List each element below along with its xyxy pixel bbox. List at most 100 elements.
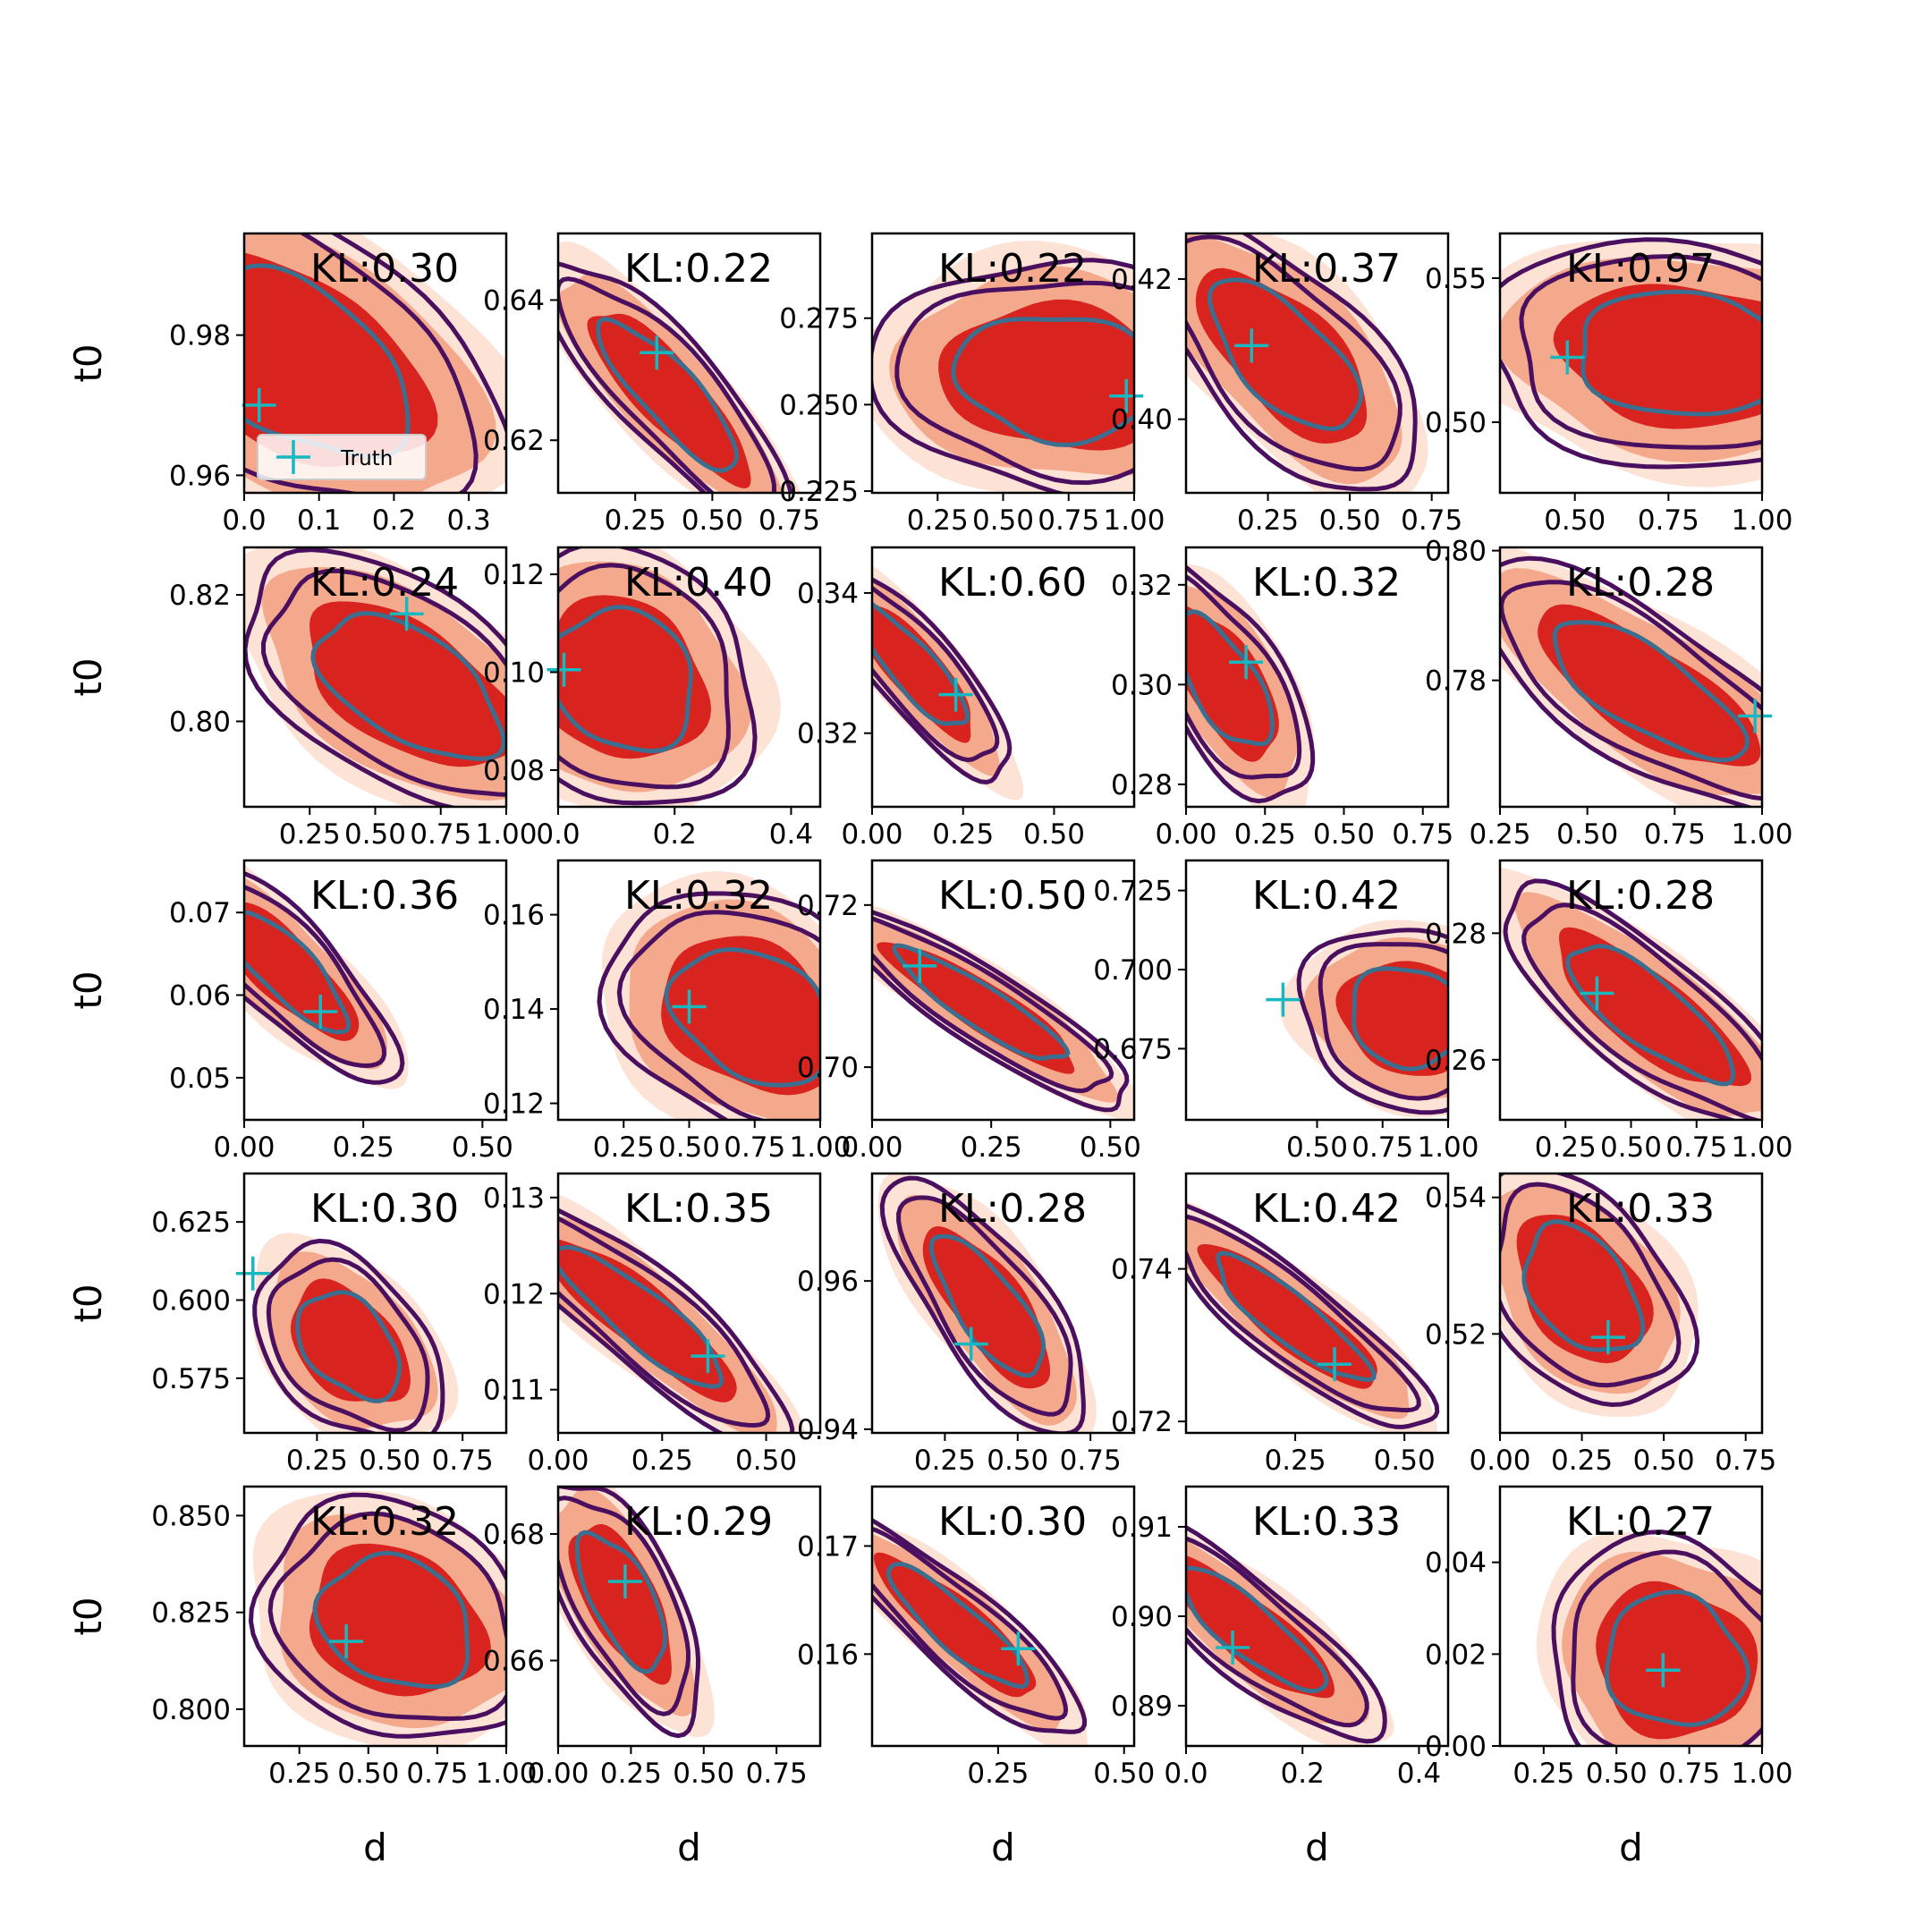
plot-area (252, 1233, 459, 1433)
contour-line-middle (558, 563, 731, 790)
x-tick-label: 0.25 (907, 504, 969, 537)
kl-label: KL:0.42 (1252, 873, 1401, 919)
subplot-19: 0.25 0.50 0.72 0.74 KL:0.42 (1111, 1172, 1450, 1477)
x-tick-label: 0.50 (1586, 1758, 1648, 1790)
contour-line-outer (558, 547, 758, 806)
y-tick-label: 0.32 (1111, 570, 1173, 602)
x-tick-label: 0.75 (758, 504, 820, 537)
y-tick-label: 0.96 (797, 1266, 859, 1298)
plot-area (597, 870, 820, 1120)
x-tick-label: 1.00 (1731, 1131, 1792, 1164)
plot-area (1500, 237, 1762, 487)
y-tick-label: 0.13 (483, 1182, 545, 1215)
x-tick-label: 0.75 (1401, 504, 1462, 537)
y-axis-label: t0 (66, 657, 110, 696)
truth-marker (1550, 340, 1585, 375)
y-tick-label: 0.12 (483, 1089, 545, 1121)
subplot-3: 0.25 0.50 0.75 1.00 0.225 0.250 0.275 KL:0.22 (779, 232, 1165, 537)
y-tick-label: 0.89 (1111, 1690, 1173, 1723)
contour-line-middle (1318, 942, 1448, 1101)
truth-marker (953, 1326, 988, 1361)
density-fill-inner (244, 902, 360, 1041)
subplot-25: 0.25 0.50 0.75 1.00 0.00 0.02 0.04 KL:0.27 d (1425, 1485, 1793, 1869)
y-tick-label: 0.11 (483, 1375, 545, 1407)
subplot-14: 0.50 0.75 1.00 0.675 0.700 0.725 KL:0.42 (1093, 859, 1479, 1164)
x-tick-label: 1.00 (475, 1758, 537, 1790)
contour-line-outer (1186, 1203, 1440, 1429)
legend: Truth (257, 434, 427, 480)
contour-line-outer (872, 576, 1013, 785)
kl-label: KL:0.28 (1566, 873, 1715, 919)
y-tick-label: 0.225 (779, 476, 859, 508)
x-tick-label: 1.00 (789, 1131, 851, 1164)
contour-line-middle (1186, 573, 1302, 780)
contour-line-middle (260, 568, 506, 798)
density-fill-inner (877, 942, 1075, 1074)
y-tick-label: 0.54 (1425, 1182, 1487, 1215)
subplot-2: 0.25 0.50 0.75 0.62 0.64 KL:0.22 (483, 232, 822, 537)
density-fill-inner (922, 1226, 1051, 1389)
x-tick-label: 1.00 (1731, 818, 1792, 851)
y-axis-label: t0 (66, 1284, 110, 1322)
contour-line-middle (1500, 580, 1762, 801)
x-tick-label: 0.50 (359, 1445, 420, 1477)
x-axis-label: d (677, 1826, 701, 1869)
y-tick-label: 0.08 (483, 755, 545, 787)
x-tick-label: 0.25 (961, 1131, 1022, 1164)
kl-label: KL:0.32 (310, 1499, 459, 1545)
subplot-10: 0.25 0.50 0.75 1.00 0.78 0.80 KL:0.28 (1425, 536, 1793, 851)
y-tick-label: 0.575 (151, 1363, 231, 1395)
contour-line-inner (295, 1290, 402, 1403)
y-tick-label: 0.625 (151, 1207, 231, 1239)
contour-line-inner (928, 1233, 1046, 1378)
density-fill-inner (873, 1552, 1037, 1698)
plot-area (872, 904, 1134, 1120)
x-tick-label: 0.50 (452, 1131, 513, 1164)
contour-line-middle (1519, 254, 1762, 450)
x-tick-label: 0.25 (1513, 1758, 1574, 1790)
subplot-11: 0.00 0.25 0.50 0.05 0.06 0.07 KL:0.36 t0 (66, 859, 513, 1164)
x-tick-label: 0.25 (914, 1445, 976, 1477)
kl-label: KL:0.29 (624, 1499, 773, 1545)
plot-area (558, 241, 801, 493)
kl-label: KL:0.32 (1252, 560, 1401, 606)
contour-line-outer (1186, 564, 1316, 804)
x-tick-label: 0.50 (1633, 1445, 1695, 1477)
y-tick-label: 0.72 (1111, 1406, 1173, 1438)
x-tick-label: 0.50 (344, 818, 406, 851)
x-tick-label: 0.25 (279, 818, 341, 851)
contour-line-outer (329, 233, 506, 436)
contour-line-middle (267, 1511, 506, 1722)
x-tick-label: 0.2 (653, 818, 697, 851)
density-fill-inner (1197, 1244, 1377, 1389)
x-tick-label: 0.0 (222, 504, 266, 537)
contour-line-outer (1296, 928, 1448, 1115)
x-tick-label: 0.00 (841, 818, 902, 851)
x-tick-label: 0.3 (446, 504, 490, 537)
x-tick-label: 0.25 (1535, 1131, 1597, 1164)
kl-label: KL:0.32 (624, 873, 773, 919)
plot-area (1536, 1530, 1762, 1746)
x-axis-label: d (1305, 1826, 1329, 1869)
contour-line-inner (244, 910, 352, 1035)
contour-line-outer (1500, 555, 1762, 807)
x-tick-label: 0.50 (1093, 1758, 1155, 1790)
x-tick-label: 0.50 (1556, 818, 1618, 851)
axes-frame (1184, 546, 1450, 809)
x-axis-label: d (991, 1826, 1015, 1869)
y-tick-label: 0.78 (1425, 665, 1487, 698)
plot-area (558, 1487, 715, 1739)
truth-marker (329, 1624, 364, 1659)
x-tick-label: 0.50 (682, 504, 743, 537)
x-tick-label: 0.25 (600, 1758, 662, 1790)
y-tick-label: 0.40 (1111, 404, 1173, 436)
kl-label: KL:0.22 (624, 246, 773, 292)
y-tick-label: 0.74 (1111, 1254, 1173, 1286)
axes-frame (870, 546, 1136, 809)
truth-marker (1738, 699, 1773, 733)
x-tick-label: 0.25 (268, 1758, 330, 1790)
contour-line-outer (872, 1517, 1088, 1734)
x-tick-label: 0.50 (1374, 1445, 1436, 1477)
plot-area (1500, 1174, 1700, 1418)
